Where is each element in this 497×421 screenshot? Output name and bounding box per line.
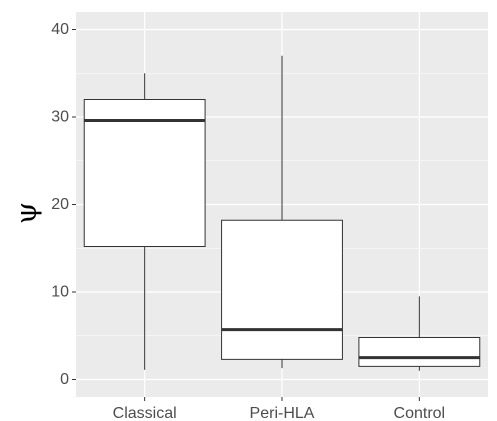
y-tick-label: 20 xyxy=(51,196,69,213)
box-peri-hla xyxy=(221,55,343,369)
box-classical xyxy=(83,73,206,370)
box-series xyxy=(83,55,481,371)
box-control xyxy=(358,296,481,371)
y-axis-title: ψ xyxy=(10,202,43,224)
box-body xyxy=(358,337,481,367)
x-axis: Classical Peri-HLA Control xyxy=(113,397,445,421)
box-body xyxy=(83,99,206,247)
y-tick-label: 30 xyxy=(51,109,69,126)
y-tick-label: 40 xyxy=(51,21,69,38)
y-tick-label: 10 xyxy=(51,284,69,301)
y-axis: 0 10 20 30 40 xyxy=(51,21,76,388)
x-tick-label: Peri-HLA xyxy=(250,405,315,421)
x-tick-label: Control xyxy=(394,405,446,421)
y-tick-label: 0 xyxy=(60,371,69,388)
x-tick-label: Classical xyxy=(113,405,177,421)
box-body xyxy=(221,219,343,360)
